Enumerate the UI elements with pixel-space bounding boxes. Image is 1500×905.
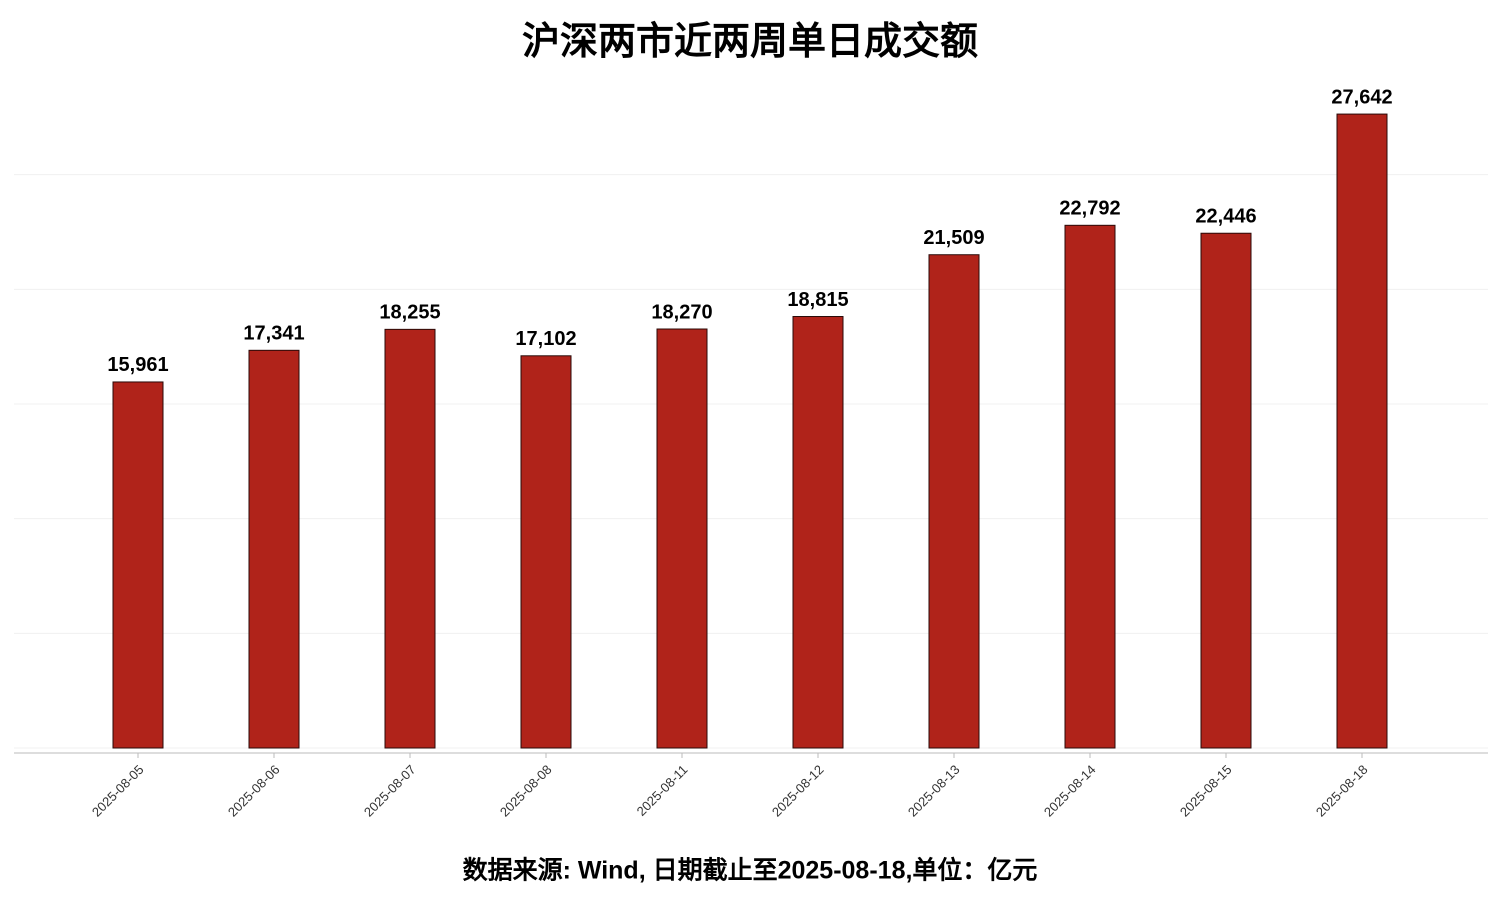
bar [112,381,164,749]
data-label: 17,341 [243,323,304,345]
x-tick-label: 2025-08-15 [1177,762,1235,820]
data-label: 15,961 [107,354,168,376]
bar [1200,232,1252,749]
bar [520,355,572,749]
bar [384,328,436,749]
bar [792,316,844,749]
data-label: 18,270 [651,301,712,323]
data-label: 18,815 [787,289,848,311]
x-tick-label: 2025-08-12 [769,762,827,820]
data-label: 22,792 [1059,198,1120,220]
bar [928,254,980,749]
data-label: 18,255 [379,302,440,324]
x-tick-label: 2025-08-05 [89,762,147,820]
data-label: 27,642 [1331,86,1392,108]
footnote: 数据来源: Wind, 日期截止至2025-08-18,单位：亿元 [463,856,1038,885]
x-tick-label: 2025-08-06 [225,762,283,820]
bar [248,349,300,749]
x-tick-label: 2025-08-14 [1041,762,1099,820]
data-label: 22,446 [1195,206,1256,228]
bar [1336,113,1388,749]
x-tick-label: 2025-08-08 [497,762,555,820]
x-tick-label: 2025-08-13 [905,762,963,820]
data-label: 21,509 [923,227,984,249]
bar [1064,224,1116,749]
x-tick-label: 2025-08-18 [1313,762,1371,820]
x-tick-label: 2025-08-11 [634,762,691,819]
chart-title: 沪深两市近两周单日成交额 [522,20,978,63]
bar [656,328,708,749]
x-tick-label: 2025-08-07 [361,762,419,820]
data-label: 17,102 [515,328,576,350]
